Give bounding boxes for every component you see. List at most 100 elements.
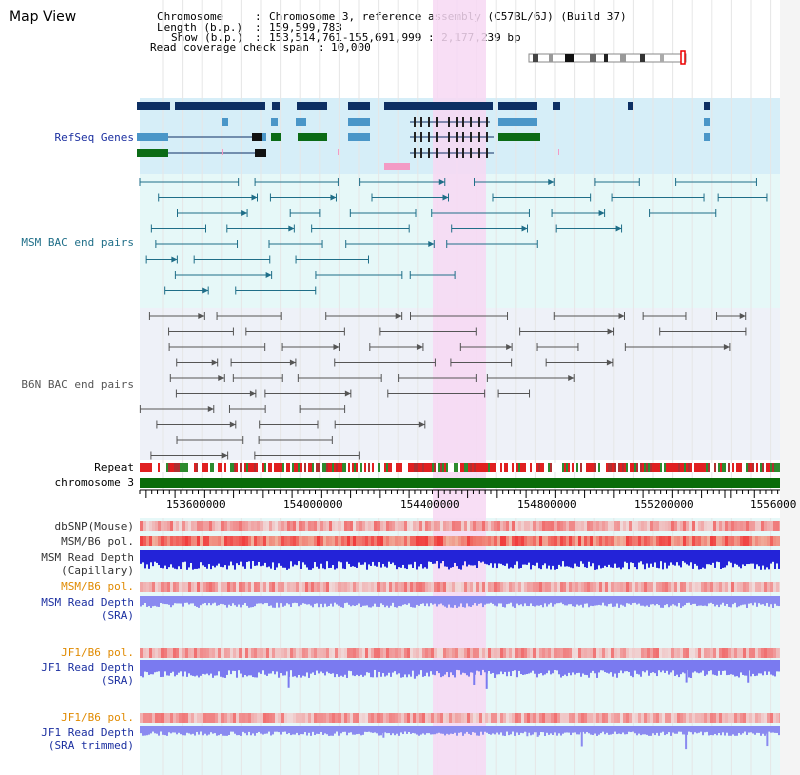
depth-bar: [456, 660, 458, 670]
heat-cell: [776, 713, 779, 723]
track-label-jf1-b6-pol-2[interactable]: JF1/B6 pol.: [61, 711, 134, 724]
heat-cell: [506, 648, 509, 658]
heat-cell: [563, 582, 566, 592]
heat-cell: [752, 582, 755, 592]
heat-cell: [332, 521, 335, 531]
heat-cell: [743, 582, 746, 592]
heat-cell: [464, 536, 467, 546]
track-label-jf1-depth-trim[interactable]: JF1 Read Depth: [41, 726, 134, 739]
track-label-msm-depth-sra[interactable]: MSM Read Depth: [41, 596, 134, 609]
depth-bar: [364, 596, 366, 606]
repeat-block: [650, 463, 652, 472]
depth-bar: [178, 596, 180, 604]
heat-cell: [419, 521, 422, 531]
heat-cell: [497, 582, 500, 592]
heat-cell: [179, 713, 182, 723]
track-label-msm-b6-pol[interactable]: MSM/B6 pol.: [61, 535, 134, 548]
track-label-dbsnp[interactable]: dbSNP(Mouse): [54, 520, 134, 533]
depth-bar: [670, 726, 672, 736]
heat-cell: [377, 582, 380, 592]
depth-bar: [686, 550, 688, 565]
depth-bar: [636, 726, 638, 736]
depth-bar: [708, 596, 710, 604]
repeat-block: [730, 463, 732, 472]
depth-bar: [444, 660, 446, 675]
repeat-block: [192, 463, 194, 472]
heat-cell: [602, 521, 605, 531]
depth-bar: [562, 726, 564, 734]
track-label-msm-bac[interactable]: MSM BAC end pairs: [21, 236, 134, 249]
depth-bar: [332, 660, 334, 674]
depth-bar: [340, 550, 342, 563]
depth-bar: [474, 550, 476, 566]
depth-bar: [616, 660, 618, 678]
depth-bar: [252, 726, 254, 734]
heat-cell: [212, 648, 215, 658]
depth-bar: [768, 726, 770, 732]
depth-bar: [634, 550, 636, 568]
depth-bar: [596, 550, 598, 570]
repeat-block: [710, 463, 712, 472]
repeat-block: [718, 463, 720, 472]
track-label-msm-b6-pol-2[interactable]: MSM/B6 pol.: [61, 580, 134, 593]
exon-tick: [448, 132, 450, 142]
track-label-jf1-b6-pol[interactable]: JF1/B6 pol.: [61, 646, 134, 659]
heat-cell: [311, 648, 314, 658]
depth-bar: [422, 596, 424, 604]
heat-cell: [185, 582, 188, 592]
depth-bar: [760, 660, 762, 674]
heat-cell: [656, 648, 659, 658]
track-label-msm-depth-cap[interactable]: MSM Read Depth: [41, 551, 134, 564]
depth-bar: [486, 726, 488, 733]
track-label-b6n-bac[interactable]: B6N BAC end pairs: [21, 378, 134, 391]
depth-bar: [354, 660, 356, 677]
heat-cell: [383, 536, 386, 546]
heat-cell: [209, 536, 212, 546]
depth-bar: [450, 660, 452, 673]
heat-cell: [467, 536, 470, 546]
depth-bar: [702, 550, 704, 568]
repeat-block: [492, 463, 494, 472]
heat-cell: [491, 648, 494, 658]
depth-bar: [318, 660, 320, 674]
heat-cell: [440, 713, 443, 723]
heat-cell: [149, 536, 152, 546]
heat-cell: [392, 536, 395, 546]
repeat-block: [260, 463, 262, 472]
depth-bar: [734, 596, 736, 603]
depth-bar: [240, 660, 242, 674]
heat-cell: [398, 536, 401, 546]
heat-cell: [227, 582, 230, 592]
heat-cell: [662, 521, 665, 531]
track-label-chromosome[interactable]: chromosome 3: [54, 476, 134, 489]
track-label-jf1-depth-sra[interactable]: JF1 Read Depth: [41, 661, 134, 674]
heat-cell: [668, 713, 671, 723]
heat-cell: [167, 582, 170, 592]
depth-bar: [410, 550, 412, 565]
depth-bar: [440, 596, 442, 604]
heat-cell: [329, 713, 332, 723]
heat-cell: [470, 582, 473, 592]
depth-bar: [776, 660, 778, 672]
heat-cell: [284, 582, 287, 592]
depth-bar: [294, 596, 296, 603]
heat-cell: [221, 713, 224, 723]
heat-cell: [512, 713, 515, 723]
axis-tick-label: 154000000: [283, 498, 343, 511]
depth-bar: [336, 660, 338, 675]
heat-cell: [644, 713, 647, 723]
track-label-refseq[interactable]: RefSeq Genes: [54, 131, 134, 144]
depth-bar: [172, 596, 174, 606]
repeat-block: [320, 463, 322, 472]
depth-bar: [604, 726, 606, 735]
depth-bar: [352, 726, 354, 735]
repeat-block: [610, 463, 612, 472]
heat-cell: [587, 648, 590, 658]
depth-bar: [534, 726, 536, 733]
depth-bar: [510, 660, 512, 677]
heat-cell: [305, 582, 308, 592]
depth-bar: [458, 726, 460, 733]
track-label-repeat[interactable]: Repeat: [94, 461, 134, 474]
repeat-block: [322, 463, 324, 472]
